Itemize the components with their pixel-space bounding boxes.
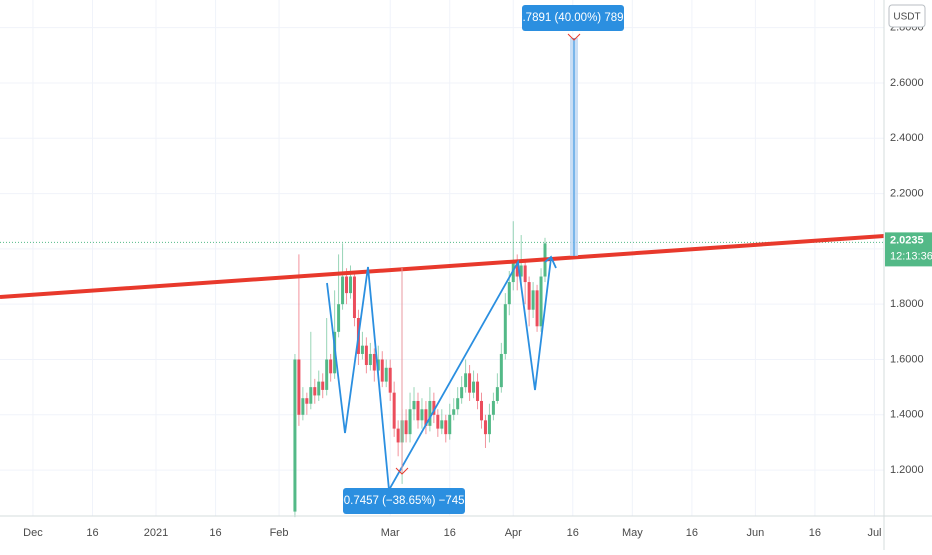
measure-label-box — [343, 488, 465, 514]
x-tick-label: Mar — [381, 527, 400, 539]
candle-body — [345, 276, 349, 294]
candle-body — [309, 387, 313, 404]
candle-body — [440, 420, 444, 429]
candle-body — [472, 381, 476, 393]
candle-body — [468, 373, 472, 393]
candle-body — [464, 373, 468, 388]
x-tick-label: Apr — [505, 527, 522, 539]
candle-body — [539, 276, 543, 327]
candle-body — [507, 282, 511, 305]
candle-body — [515, 262, 519, 277]
y-tick-label: 2.2000 — [890, 187, 924, 199]
candle-body — [408, 409, 412, 435]
candle-body — [380, 359, 384, 382]
candle-body — [479, 400, 483, 421]
candles — [0, 221, 884, 518]
candle-body — [412, 400, 416, 410]
x-tick-label: 16 — [86, 527, 98, 539]
candle-body — [376, 359, 380, 371]
grid — [0, 0, 884, 516]
candle-body — [460, 387, 464, 399]
candle-body — [368, 353, 372, 366]
candle-body — [325, 359, 329, 390]
trend-line — [0, 234, 885, 299]
candle-body — [491, 400, 495, 415]
candle-body — [452, 409, 456, 415]
x-tick-label: Feb — [270, 527, 289, 539]
candle-body — [456, 398, 460, 410]
measure-arrow-down — [395, 467, 409, 475]
candle-body — [483, 420, 487, 435]
arrowhead — [544, 255, 557, 269]
candle-body — [305, 398, 309, 404]
x-tick-label: Jun — [747, 527, 765, 539]
x-tick-label: 16 — [809, 527, 821, 539]
candle-body — [293, 359, 297, 512]
candle-body — [444, 420, 448, 435]
candle-body — [428, 400, 432, 426]
candle-body — [432, 400, 436, 415]
y-tick-label: 2.6000 — [890, 77, 924, 89]
candle-body — [404, 420, 408, 435]
y-tick-label: 1.4000 — [890, 409, 924, 421]
x-tick-label: Dec — [23, 527, 43, 539]
last-price-box — [885, 232, 932, 267]
candle-body — [523, 265, 527, 283]
measure-arrow — [567, 33, 581, 41]
x-tick-label: 2021 — [144, 527, 168, 539]
measure-label-box — [522, 5, 624, 31]
candle-body — [416, 400, 420, 421]
candle-body — [511, 262, 515, 283]
candle-body — [364, 345, 368, 366]
candle-body — [349, 276, 353, 294]
y-tick-label: 1.8000 — [890, 298, 924, 310]
y-tick-label: 1.6000 — [890, 353, 924, 365]
y-tick-label: 1.2000 — [890, 464, 924, 476]
candle-body — [392, 392, 396, 429]
candle-body — [527, 282, 531, 310]
candle-body — [341, 276, 345, 305]
candle-body — [384, 367, 388, 382]
x-tick-label: May — [622, 527, 643, 539]
countdown: 12:13:36 — [890, 250, 932, 262]
drawings: 0.7891 (40.00%) 7891 −0.7457 (−38.65%) −… — [0, 5, 885, 514]
x-tick-label: 16 — [567, 527, 579, 539]
x-tick-label: 16 — [444, 527, 456, 539]
candle-body — [388, 367, 392, 393]
candle-body — [424, 409, 428, 426]
candle-body — [495, 387, 499, 401]
candle-body — [360, 345, 364, 354]
candle-body — [531, 290, 535, 310]
measure-label: 0.7891 (40.00%) 7891 — [516, 12, 630, 24]
x-tick-label: 16 — [686, 527, 698, 539]
candle-body — [372, 353, 376, 371]
candle-body — [448, 414, 452, 435]
candle-body — [352, 276, 356, 319]
candle-body — [396, 428, 400, 443]
currency-badge — [888, 4, 926, 28]
candle-body — [297, 359, 301, 415]
candle-body — [321, 381, 325, 390]
candle-body — [499, 353, 503, 388]
candle-body — [487, 414, 491, 435]
y-tick-label: 2.4000 — [890, 132, 924, 144]
candle-body — [337, 304, 341, 332]
candle-body — [420, 409, 424, 421]
x-tick-label: 16 — [209, 527, 221, 539]
currency: USDT — [893, 12, 920, 23]
candle-body — [476, 381, 480, 401]
candle-body — [301, 398, 305, 415]
x-tick-label: Jul — [867, 527, 881, 539]
candle-body — [535, 290, 539, 327]
last-price-label: 2.0235 — [890, 234, 924, 246]
measure-label: −0.7457 (−38.65%) −7457 — [337, 495, 471, 507]
candle-body — [313, 387, 317, 396]
candle-body — [329, 359, 333, 374]
candle-body — [317, 381, 321, 396]
candle-body — [436, 414, 440, 429]
candle-body — [503, 304, 507, 354]
candle-body — [519, 265, 523, 277]
